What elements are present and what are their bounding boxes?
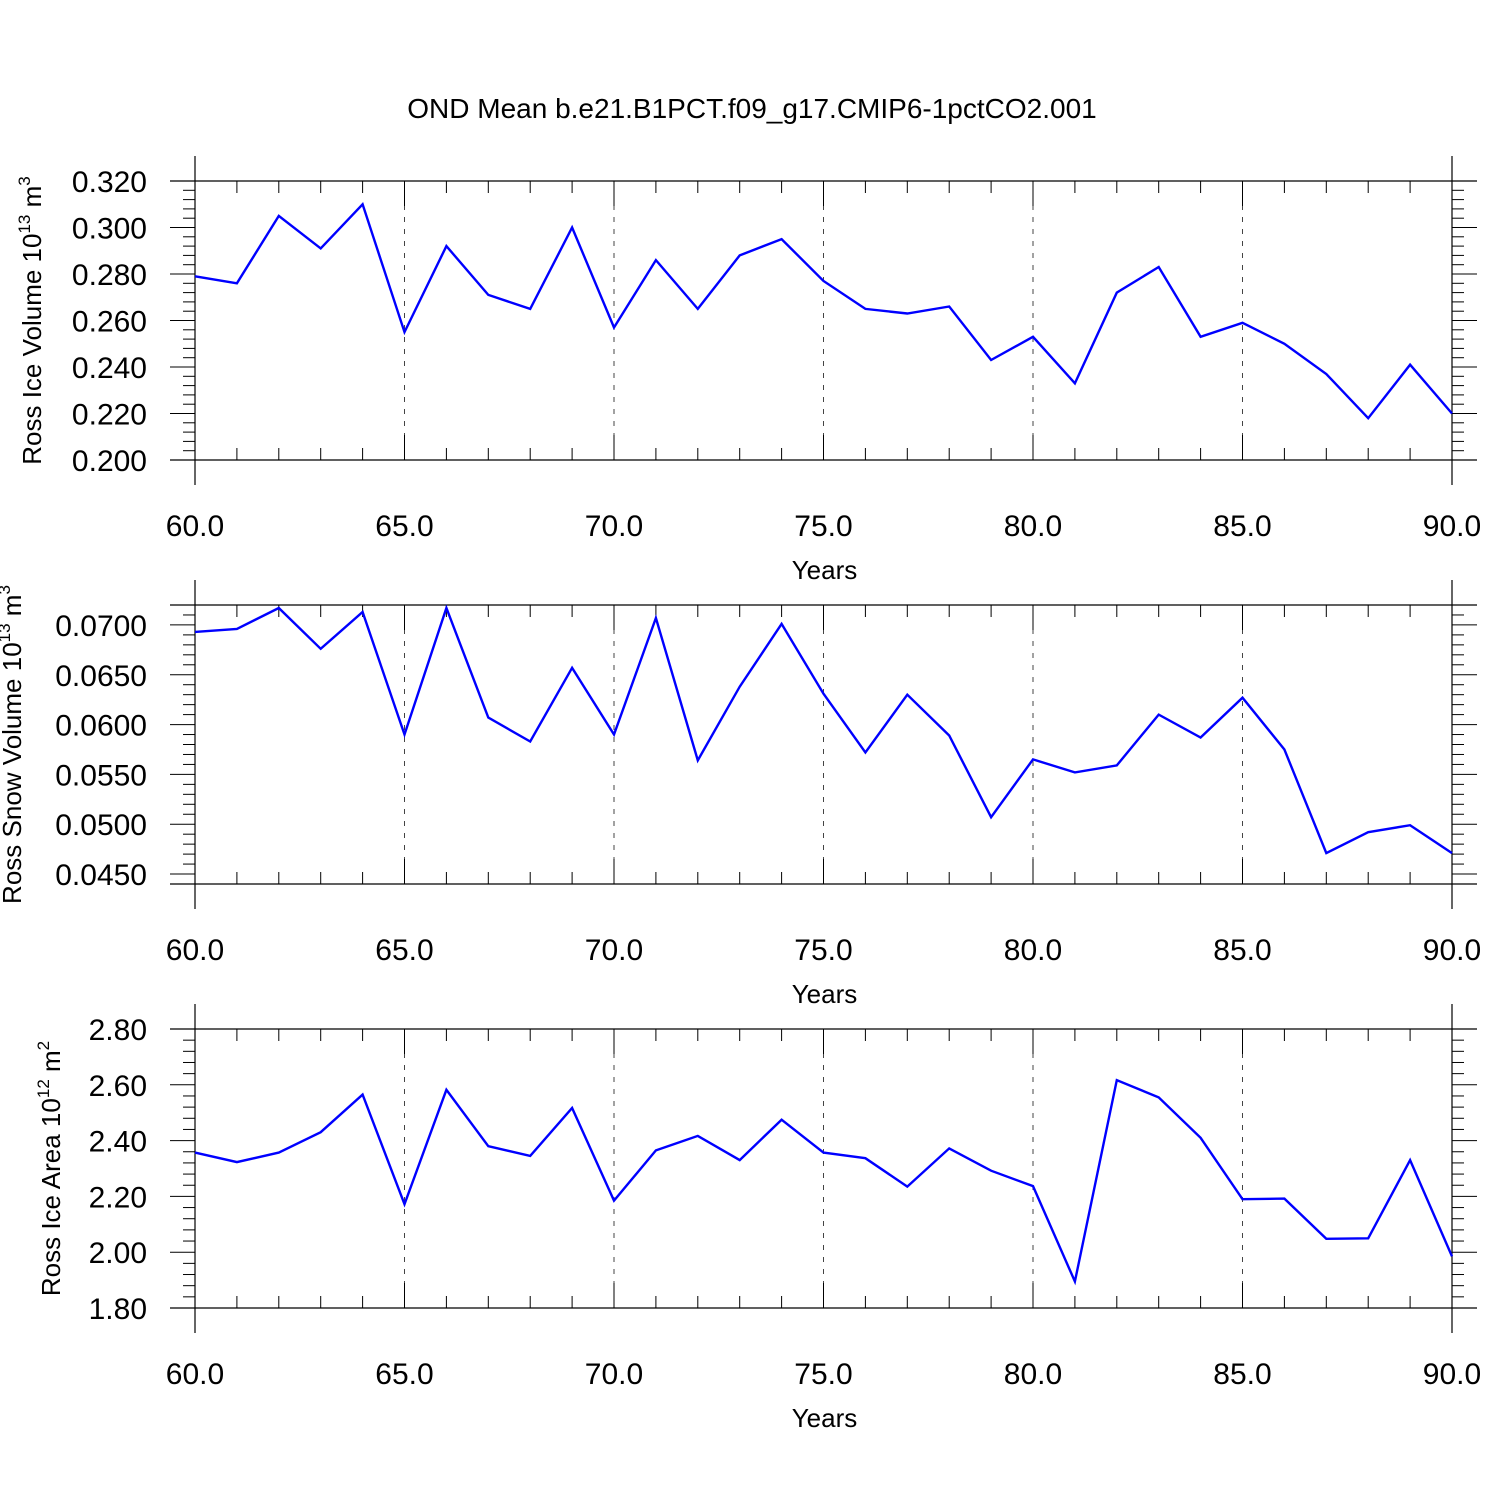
- x-tick-label: 75.0: [794, 1358, 852, 1391]
- y-tick-label: 2.80: [89, 1014, 147, 1047]
- chart-panel-2: 0.0450 0.0500 0.0550 0.0600 0.0650 0.0700 60.0…: [0, 580, 1481, 1009]
- x-tick-label: 75.0: [794, 510, 852, 543]
- x-tick-label: 65.0: [375, 510, 433, 543]
- x-tick-label: 60.0: [166, 1358, 224, 1391]
- y-tick-label: 2.20: [89, 1181, 147, 1214]
- y-tick-label: 0.260: [72, 306, 147, 339]
- x-tick-label: 70.0: [585, 934, 643, 967]
- y-axis-label: Ross Ice Area 1012 m2: [34, 1041, 66, 1296]
- y-tick-label: 0.0700: [55, 610, 147, 643]
- x-tick-label: 90.0: [1423, 1358, 1481, 1391]
- y-tick-label: 0.300: [72, 213, 147, 246]
- x-tick-label: 70.0: [585, 1358, 643, 1391]
- y-tick-label: 0.0550: [55, 759, 147, 792]
- y-tick-label: 2.40: [89, 1126, 147, 1159]
- x-tick-label: 90.0: [1423, 510, 1481, 543]
- y-tick-label: 0.0650: [55, 660, 147, 693]
- x-tick-label: 80.0: [1004, 934, 1062, 967]
- series-line-3: [194, 1078, 1454, 1286]
- y-tick-label: 2.00: [89, 1237, 147, 1270]
- y-axis-label: Ross Snow Volume 1013 m3: [0, 585, 27, 904]
- series-line-1: [194, 202, 1453, 421]
- chart-panel-3: 1.80 2.00 2.20 2.40 2.60 2.80 60.0 65.0 70.0 75.0…: [34, 1004, 1481, 1433]
- x-tick-label: 65.0: [375, 1358, 433, 1391]
- x-tick-label: 65.0: [375, 934, 433, 967]
- x-tick-label: 75.0: [794, 934, 852, 967]
- y-tick-label: 0.280: [72, 259, 147, 292]
- x-axis-label: Years: [792, 979, 858, 1009]
- x-tick-label: 85.0: [1213, 510, 1271, 543]
- y-tick-label: 0.240: [72, 352, 147, 385]
- x-tick-label: 85.0: [1213, 934, 1271, 967]
- y-tick-label: 2.60: [89, 1070, 147, 1103]
- x-axis-label: Years: [792, 1403, 858, 1433]
- y-tick-label: 0.0450: [55, 859, 147, 892]
- x-axis-label: Years: [792, 555, 858, 585]
- figure-title: OND Mean b.e21.B1PCT.f09_g17.CMIP6-1pctC…: [407, 93, 1096, 124]
- y-tick-label: 0.320: [72, 166, 147, 199]
- chart-panel-1: 0.200 0.220 0.240 0.260 0.280 0.300 0.320 60.0 6…: [15, 156, 1481, 585]
- y-axis-label: Ross Ice Volume 1013 m3: [15, 176, 47, 465]
- x-tick-label: 85.0: [1213, 1358, 1271, 1391]
- series-line-2: [194, 604, 1453, 855]
- x-tick-label: 70.0: [585, 510, 643, 543]
- y-tick-label: 1.80: [89, 1293, 147, 1326]
- x-tick-label: 80.0: [1004, 510, 1062, 543]
- y-tick-label: 0.200: [72, 445, 147, 478]
- y-tick-label: 0.220: [72, 399, 147, 432]
- x-tick-label: 60.0: [166, 510, 224, 543]
- y-tick-label: 0.0600: [55, 710, 147, 743]
- panels: 0.200 0.220 0.240 0.260 0.280 0.300 0.320 60.0 6…: [0, 156, 1481, 1433]
- x-tick-label: 90.0: [1423, 934, 1481, 967]
- y-tick-label: 0.0500: [55, 809, 147, 842]
- x-tick-label: 80.0: [1004, 1358, 1062, 1391]
- x-tick-label: 60.0: [166, 934, 224, 967]
